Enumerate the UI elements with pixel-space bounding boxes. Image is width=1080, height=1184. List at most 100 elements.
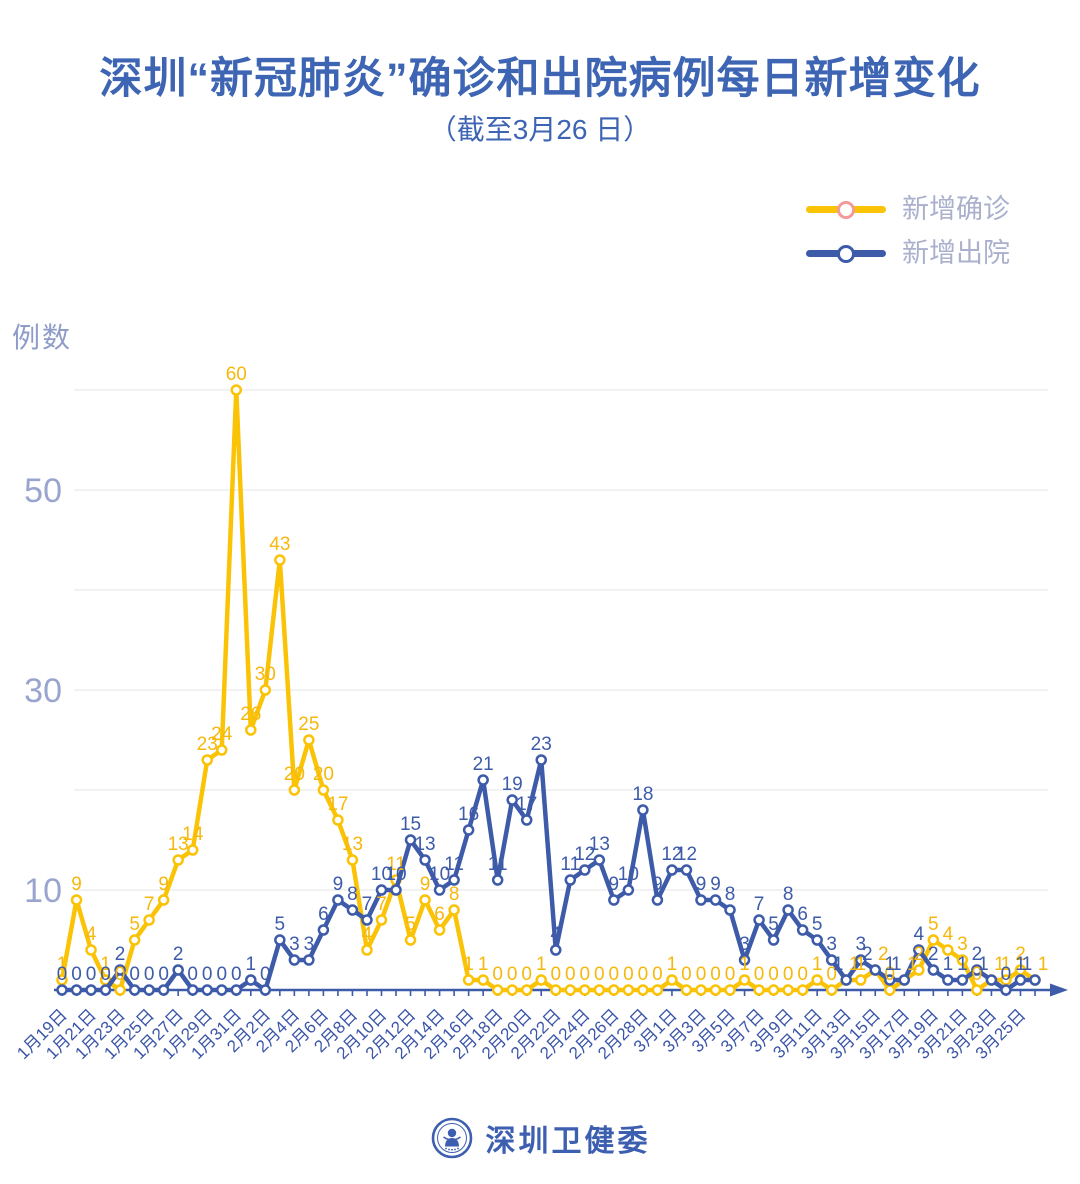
confirmed-point bbox=[782, 984, 794, 996]
discharged-point bbox=[1014, 974, 1027, 986]
y-axis-title: 例数 bbox=[12, 322, 73, 353]
confirmed-value-label: 1 bbox=[1001, 954, 1012, 975]
discharged-point bbox=[622, 884, 635, 896]
y-tick-label: 10 bbox=[24, 872, 62, 910]
discharged-point bbox=[520, 814, 533, 826]
x-axis-arrow-icon bbox=[1050, 983, 1068, 997]
brand-name: 深圳卫健委 bbox=[485, 1125, 651, 1158]
confirmed-value-label: 26 bbox=[240, 704, 261, 725]
confirmed-value-label: 24 bbox=[211, 724, 233, 745]
discharged-point bbox=[942, 974, 954, 986]
discharged-value-label: 17 bbox=[516, 794, 537, 815]
discharged-point bbox=[114, 964, 126, 976]
confirmed-point bbox=[128, 934, 141, 946]
confirmed-point bbox=[274, 554, 286, 566]
confirmed-point bbox=[303, 734, 315, 746]
discharged-value-label: 1 bbox=[246, 954, 257, 975]
confirmed-point bbox=[346, 854, 359, 866]
discharged-point bbox=[186, 984, 199, 996]
confirmed-value-label: 2 bbox=[1015, 944, 1026, 965]
confirmed-value-label: 0 bbox=[623, 964, 634, 985]
confirmed-value-label: 0 bbox=[652, 964, 663, 985]
confirmed-value-label: 17 bbox=[327, 794, 348, 815]
confirmed-value-label: 0 bbox=[638, 964, 649, 985]
discharged-point bbox=[462, 824, 475, 836]
confirmed-value-label: 0 bbox=[492, 964, 503, 985]
discharged-value-label: 11 bbox=[488, 854, 508, 875]
discharged-value-label: 9 bbox=[609, 874, 620, 895]
confirmed-point bbox=[157, 894, 170, 906]
confirmed-point bbox=[622, 984, 635, 996]
confirmed-value-label: 0 bbox=[521, 964, 532, 985]
discharged-value-label: 10 bbox=[371, 864, 392, 885]
confirmed-value-label: 0 bbox=[696, 964, 707, 985]
discharged-point bbox=[419, 854, 431, 866]
discharged-value-label: 1 bbox=[884, 954, 895, 975]
confirmed-point bbox=[811, 974, 823, 986]
confirmed-point bbox=[709, 984, 722, 996]
discharged-value-label: 18 bbox=[632, 784, 653, 805]
confirmed-value-label: 4 bbox=[362, 924, 373, 945]
legend-item-confirmed: 新增确诊 bbox=[806, 196, 1010, 223]
discharged-point bbox=[898, 974, 911, 986]
discharged-point bbox=[245, 974, 257, 986]
discharged-value-label: 3 bbox=[855, 934, 866, 955]
discharged-value-label: 12 bbox=[661, 844, 682, 865]
discharged-value-label: 0 bbox=[86, 964, 97, 985]
confirmed-value-label: 0 bbox=[754, 964, 765, 985]
confirmed-point bbox=[85, 944, 97, 956]
discharged-point bbox=[971, 964, 983, 976]
legend-item-discharged: 新增出院 bbox=[806, 240, 1010, 267]
confirmed-point bbox=[608, 984, 620, 996]
confirmed-value-label: 0 bbox=[884, 964, 895, 985]
confirmed-point bbox=[477, 974, 489, 986]
discharged-point bbox=[70, 984, 83, 996]
confirmed-value-label: 0 bbox=[507, 964, 518, 985]
confirmed-point bbox=[433, 924, 446, 936]
discharged-value-label: 13 bbox=[414, 834, 435, 855]
discharged-point bbox=[666, 864, 678, 876]
discharged-value-label: 1 bbox=[943, 954, 954, 975]
confirmed-point bbox=[535, 974, 547, 986]
discharged-point bbox=[1029, 974, 1041, 986]
discharged-value-label: 0 bbox=[158, 964, 169, 985]
discharged-point bbox=[724, 904, 736, 916]
discharged-value-label: 16 bbox=[458, 804, 479, 825]
confirmed-value-label: 1 bbox=[478, 954, 489, 975]
discharged-point bbox=[738, 954, 751, 966]
discharged-value-label: 10 bbox=[618, 864, 639, 885]
confirmed-value-label: 20 bbox=[313, 764, 334, 785]
confirmed-point bbox=[462, 974, 475, 986]
discharged-value-label: 10 bbox=[385, 864, 406, 885]
confirmed-value-label: 3 bbox=[957, 934, 968, 955]
confirmed-point bbox=[927, 934, 940, 946]
confirmed-point bbox=[245, 724, 257, 736]
confirmed-point bbox=[796, 984, 809, 996]
discharged-point bbox=[215, 984, 228, 996]
discharged-point bbox=[753, 914, 765, 926]
confirmed-point bbox=[215, 744, 228, 756]
discharged-point bbox=[550, 944, 562, 956]
discharged-point bbox=[375, 884, 388, 896]
confirmed-point bbox=[767, 984, 780, 996]
discharged-point bbox=[927, 964, 940, 976]
confirmed-point bbox=[172, 854, 184, 866]
discharged-value-label: 11 bbox=[560, 854, 580, 875]
confirmed-point bbox=[884, 984, 896, 996]
confirmed-value-label: 0 bbox=[783, 964, 794, 985]
discharged-point bbox=[477, 774, 489, 786]
confirmed-point bbox=[404, 934, 417, 946]
discharged-value-label: 1 bbox=[978, 954, 989, 975]
confirmed-point bbox=[971, 984, 983, 996]
confirmed-value-label: 0 bbox=[710, 964, 721, 985]
discharged-point bbox=[1000, 984, 1012, 996]
discharged-value-label: 1 bbox=[891, 954, 902, 975]
discharged-value-label: 3 bbox=[304, 934, 315, 955]
confirmed-value-label: 13 bbox=[342, 834, 363, 855]
page-title: 深圳“新冠肺炎”确诊和出院病例每日新增变化 bbox=[99, 55, 981, 103]
discharged-point bbox=[854, 954, 867, 966]
confirmed-value-label: 1 bbox=[994, 954, 1005, 975]
confirmed-value-label: 0 bbox=[580, 964, 591, 985]
confirmed-value-label: 1 bbox=[100, 954, 111, 975]
confirmed-value-label: 6 bbox=[434, 904, 445, 925]
